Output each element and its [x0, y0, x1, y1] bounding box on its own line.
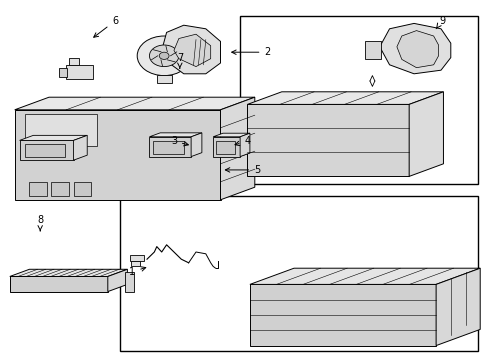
Polygon shape: [247, 104, 409, 176]
Bar: [125, 272, 134, 292]
Polygon shape: [250, 284, 436, 346]
Polygon shape: [10, 269, 127, 276]
Bar: [131, 261, 140, 266]
Polygon shape: [191, 133, 202, 157]
Bar: [216, 141, 235, 154]
Polygon shape: [220, 97, 255, 200]
Polygon shape: [250, 268, 480, 284]
Polygon shape: [20, 140, 74, 160]
Bar: [66, 65, 93, 79]
Bar: [157, 75, 172, 83]
Text: 7: 7: [177, 53, 183, 68]
Bar: [25, 144, 65, 157]
Text: 3: 3: [171, 136, 188, 146]
Polygon shape: [213, 137, 240, 157]
Bar: [120, 196, 478, 351]
Polygon shape: [162, 25, 220, 74]
Text: 2: 2: [232, 47, 270, 57]
Polygon shape: [74, 135, 87, 160]
Bar: [74, 182, 91, 196]
Polygon shape: [409, 92, 443, 176]
Bar: [130, 255, 144, 261]
Polygon shape: [240, 133, 250, 157]
Polygon shape: [174, 34, 211, 67]
Text: 5: 5: [225, 165, 260, 175]
Polygon shape: [247, 92, 443, 104]
Polygon shape: [149, 137, 191, 157]
Polygon shape: [15, 110, 220, 200]
Polygon shape: [15, 97, 255, 110]
Polygon shape: [380, 23, 451, 74]
Circle shape: [159, 52, 169, 59]
Polygon shape: [436, 268, 480, 346]
Bar: [29, 182, 47, 196]
Bar: [59, 68, 67, 77]
Polygon shape: [213, 133, 250, 137]
Polygon shape: [108, 269, 127, 292]
Bar: [365, 41, 381, 59]
Bar: [51, 182, 69, 196]
Circle shape: [137, 36, 191, 76]
Text: 9: 9: [436, 16, 445, 29]
Polygon shape: [10, 276, 108, 292]
Text: 8: 8: [37, 215, 43, 231]
Bar: [240, 16, 478, 184]
Bar: [24, 114, 97, 146]
Text: 6: 6: [94, 16, 118, 37]
Bar: [153, 141, 184, 154]
Text: 1: 1: [129, 267, 146, 277]
Polygon shape: [397, 31, 439, 68]
Bar: [69, 58, 79, 65]
Polygon shape: [149, 133, 202, 137]
Text: 4: 4: [235, 136, 250, 146]
Circle shape: [149, 45, 179, 67]
Polygon shape: [20, 135, 87, 140]
